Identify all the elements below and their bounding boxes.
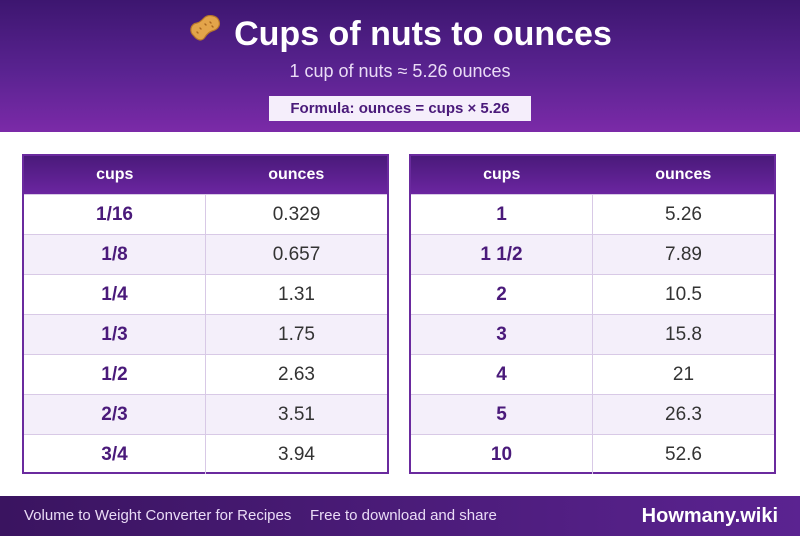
table-header: cups ounces bbox=[24, 156, 387, 194]
cups-cell: 1/4 bbox=[24, 275, 206, 314]
table-row: 1/2 2.63 bbox=[24, 354, 387, 394]
page-title: Cups of nuts to ounces bbox=[234, 15, 612, 53]
table-row: 1/4 1.31 bbox=[24, 274, 387, 314]
cups-cell: 3 bbox=[411, 315, 593, 354]
formula-box: Formula: ounces = cups × 5.26 bbox=[269, 96, 531, 121]
ounces-cell: 3.94 bbox=[278, 444, 315, 465]
ounces-cell: 10.5 bbox=[665, 284, 702, 305]
ounces-cell: 1.31 bbox=[278, 284, 315, 305]
ounces-cell: 26.3 bbox=[665, 404, 702, 425]
table-row: 1/8 0.657 bbox=[24, 234, 387, 274]
table-row: 4 21 bbox=[411, 354, 774, 394]
table-row: 2/3 3.51 bbox=[24, 394, 387, 434]
ounces-cell: 0.657 bbox=[272, 244, 321, 265]
footer-bar: Volume to Weight Converter for Recipes F… bbox=[0, 496, 800, 536]
cups-cell: 1/16 bbox=[24, 195, 206, 234]
peanut-icon bbox=[188, 13, 222, 53]
ounces-cell: 52.6 bbox=[665, 444, 702, 465]
brand-link[interactable]: Howmany.wiki bbox=[641, 505, 778, 527]
cups-cell: 4 bbox=[411, 355, 593, 394]
column-header-cups: cups bbox=[483, 166, 521, 183]
table-row: 3/4 3.94 bbox=[24, 434, 387, 474]
cups-cell: 1/2 bbox=[24, 355, 206, 394]
column-header-ounces: ounces bbox=[268, 166, 325, 183]
ounces-cell: 21 bbox=[672, 364, 695, 385]
cups-cell: 1/3 bbox=[24, 315, 206, 354]
conversion-table-right: cups ounces 1 5.26 1 1/2 7.89 2 10.5 3 15.8 … bbox=[409, 154, 776, 474]
ounces-cell: 7.89 bbox=[665, 244, 702, 265]
cups-cell: 1 bbox=[411, 195, 593, 234]
table-row: 1/16 0.329 bbox=[24, 194, 387, 234]
footer-tagline: Free to download and share bbox=[310, 507, 497, 524]
ounces-cell: 2.63 bbox=[278, 364, 315, 385]
header-banner: Cups of nuts to ounces 1 cup of nuts ≈ 5… bbox=[0, 0, 800, 132]
table-row: 2 10.5 bbox=[411, 274, 774, 314]
page-title-row: Cups of nuts to ounces bbox=[0, 14, 800, 54]
ounces-cell: 15.8 bbox=[665, 324, 702, 345]
ounces-cell: 0.329 bbox=[272, 204, 321, 225]
conversion-table-left: cups ounces 1/16 0.329 1/8 0.657 1/4 1.31 1… bbox=[22, 154, 389, 474]
table-row: 1/3 1.75 bbox=[24, 314, 387, 354]
cups-cell: 1/8 bbox=[24, 235, 206, 274]
cups-cell: 1 1/2 bbox=[411, 235, 593, 274]
cups-cell: 3/4 bbox=[24, 435, 206, 474]
ounces-cell: 5.26 bbox=[665, 204, 702, 225]
column-header-cups: cups bbox=[96, 166, 134, 183]
table-row: 1 1/2 7.89 bbox=[411, 234, 774, 274]
ounces-cell: 3.51 bbox=[278, 404, 315, 425]
cups-cell: 2 bbox=[411, 275, 593, 314]
footer-description: Volume to Weight Converter for Recipes bbox=[24, 507, 292, 524]
ounces-cell: 1.75 bbox=[278, 324, 315, 345]
cups-cell: 5 bbox=[411, 395, 593, 434]
page-subtitle: 1 cup of nuts ≈ 5.26 ounces bbox=[289, 61, 511, 81]
column-header-ounces: ounces bbox=[655, 166, 712, 183]
cups-cell: 2/3 bbox=[24, 395, 206, 434]
cups-cell: 10 bbox=[411, 435, 593, 474]
table-row: 5 26.3 bbox=[411, 394, 774, 434]
table-row: 1 5.26 bbox=[411, 194, 774, 234]
table-row: 10 52.6 bbox=[411, 434, 774, 474]
table-row: 3 15.8 bbox=[411, 314, 774, 354]
table-header: cups ounces bbox=[411, 156, 774, 194]
